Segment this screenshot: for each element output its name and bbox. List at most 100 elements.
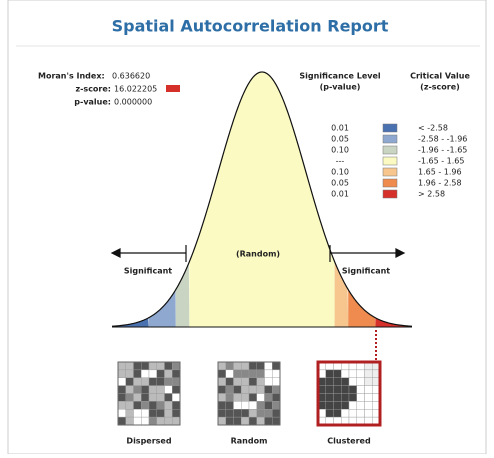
map-cell [326,378,334,386]
map-cell [334,401,342,409]
map-cell [265,401,273,409]
map-cell [134,362,142,370]
legend-swatch [383,135,397,143]
map-cell [272,409,280,417]
map-cell [226,394,234,402]
map-cell [172,378,180,386]
map-cell [218,409,226,417]
legend-z: 1.96 - 2.58 [418,179,462,188]
map-cell [165,401,173,409]
legend-z: 1.65 - 1.96 [418,168,462,177]
map-cell [349,401,357,409]
map-cell [134,394,142,402]
legend-swatch [383,157,397,165]
legend-z: -1.96 - -1.65 [418,146,467,155]
map-cell [218,386,226,394]
map-cell [157,362,165,370]
legend-p: 0.01 [331,190,349,199]
map-caption: Dispersed [126,437,171,446]
map-cell [249,378,257,386]
map-cell [165,409,173,417]
map-cell [141,362,149,370]
legend-p: 0.01 [331,124,349,133]
map-cell [118,386,126,394]
legend-p: 0.05 [331,179,349,188]
map-cell [249,394,257,402]
map-cell [257,362,265,370]
map-caption: Clustered [327,437,371,446]
legend-swatch [383,190,397,198]
map-cell [165,417,173,425]
map-cell [172,370,180,378]
map-cell [134,370,142,378]
map-cell [218,417,226,425]
map-cell [134,401,142,409]
stat-label: Moran's Index: [38,72,105,81]
map-cell [149,417,157,425]
map-cell [172,394,180,402]
map-cell [226,362,234,370]
map-cell [149,378,157,386]
stat-value: 0.000000 [114,98,152,107]
map-cell [249,370,257,378]
map-cell [272,394,280,402]
map-cell [341,394,349,402]
map-cell [365,378,373,386]
report: Spatial Autocorrelation Report Moran's I… [0,0,494,454]
map-cell [141,386,149,394]
legend-header: Significance Level [299,72,381,81]
map-cell [326,370,334,378]
map-cell [141,394,149,402]
map-cell [157,378,165,386]
map-cell [141,417,149,425]
map-cell [257,409,265,417]
map-cell [272,378,280,386]
map-cell [157,386,165,394]
map-cell [126,401,134,409]
map-cell [349,394,357,402]
map-cell [265,386,273,394]
map-cell [234,409,242,417]
map-cell [265,417,273,425]
map-cell [165,362,173,370]
map-cell [241,417,249,425]
legend-header: Critical Value [410,72,470,81]
map-cell [357,409,365,417]
map-cell [172,401,180,409]
map-cell [126,386,134,394]
map-cell [218,362,226,370]
map-cell [149,370,157,378]
map-cell [241,394,249,402]
map-cell [257,386,265,394]
map-cell [365,370,373,378]
map-cell [134,386,142,394]
map-cell [326,401,334,409]
map-cell [134,378,142,386]
map-cell [234,386,242,394]
map-cell [234,378,242,386]
map-cell [241,378,249,386]
map-cell [149,409,157,417]
legend-p: 0.05 [331,135,349,144]
map-cell [141,401,149,409]
map-cell [118,409,126,417]
map-cell [257,417,265,425]
map-cell [118,362,126,370]
map-cell [226,370,234,378]
map-cell [272,401,280,409]
map-cell [218,370,226,378]
map-cell [341,409,349,417]
map-cell [334,370,342,378]
map-cell [272,362,280,370]
stat-value: 0.636620 [112,72,150,81]
map-cell [272,370,280,378]
map-cell [149,394,157,402]
map-cell [334,394,342,402]
map-cell [334,386,342,394]
map-cell [226,417,234,425]
map-cell [149,386,157,394]
map-cell [172,362,180,370]
map-cell [357,378,365,386]
map-cell [326,386,334,394]
map-cell [341,378,349,386]
